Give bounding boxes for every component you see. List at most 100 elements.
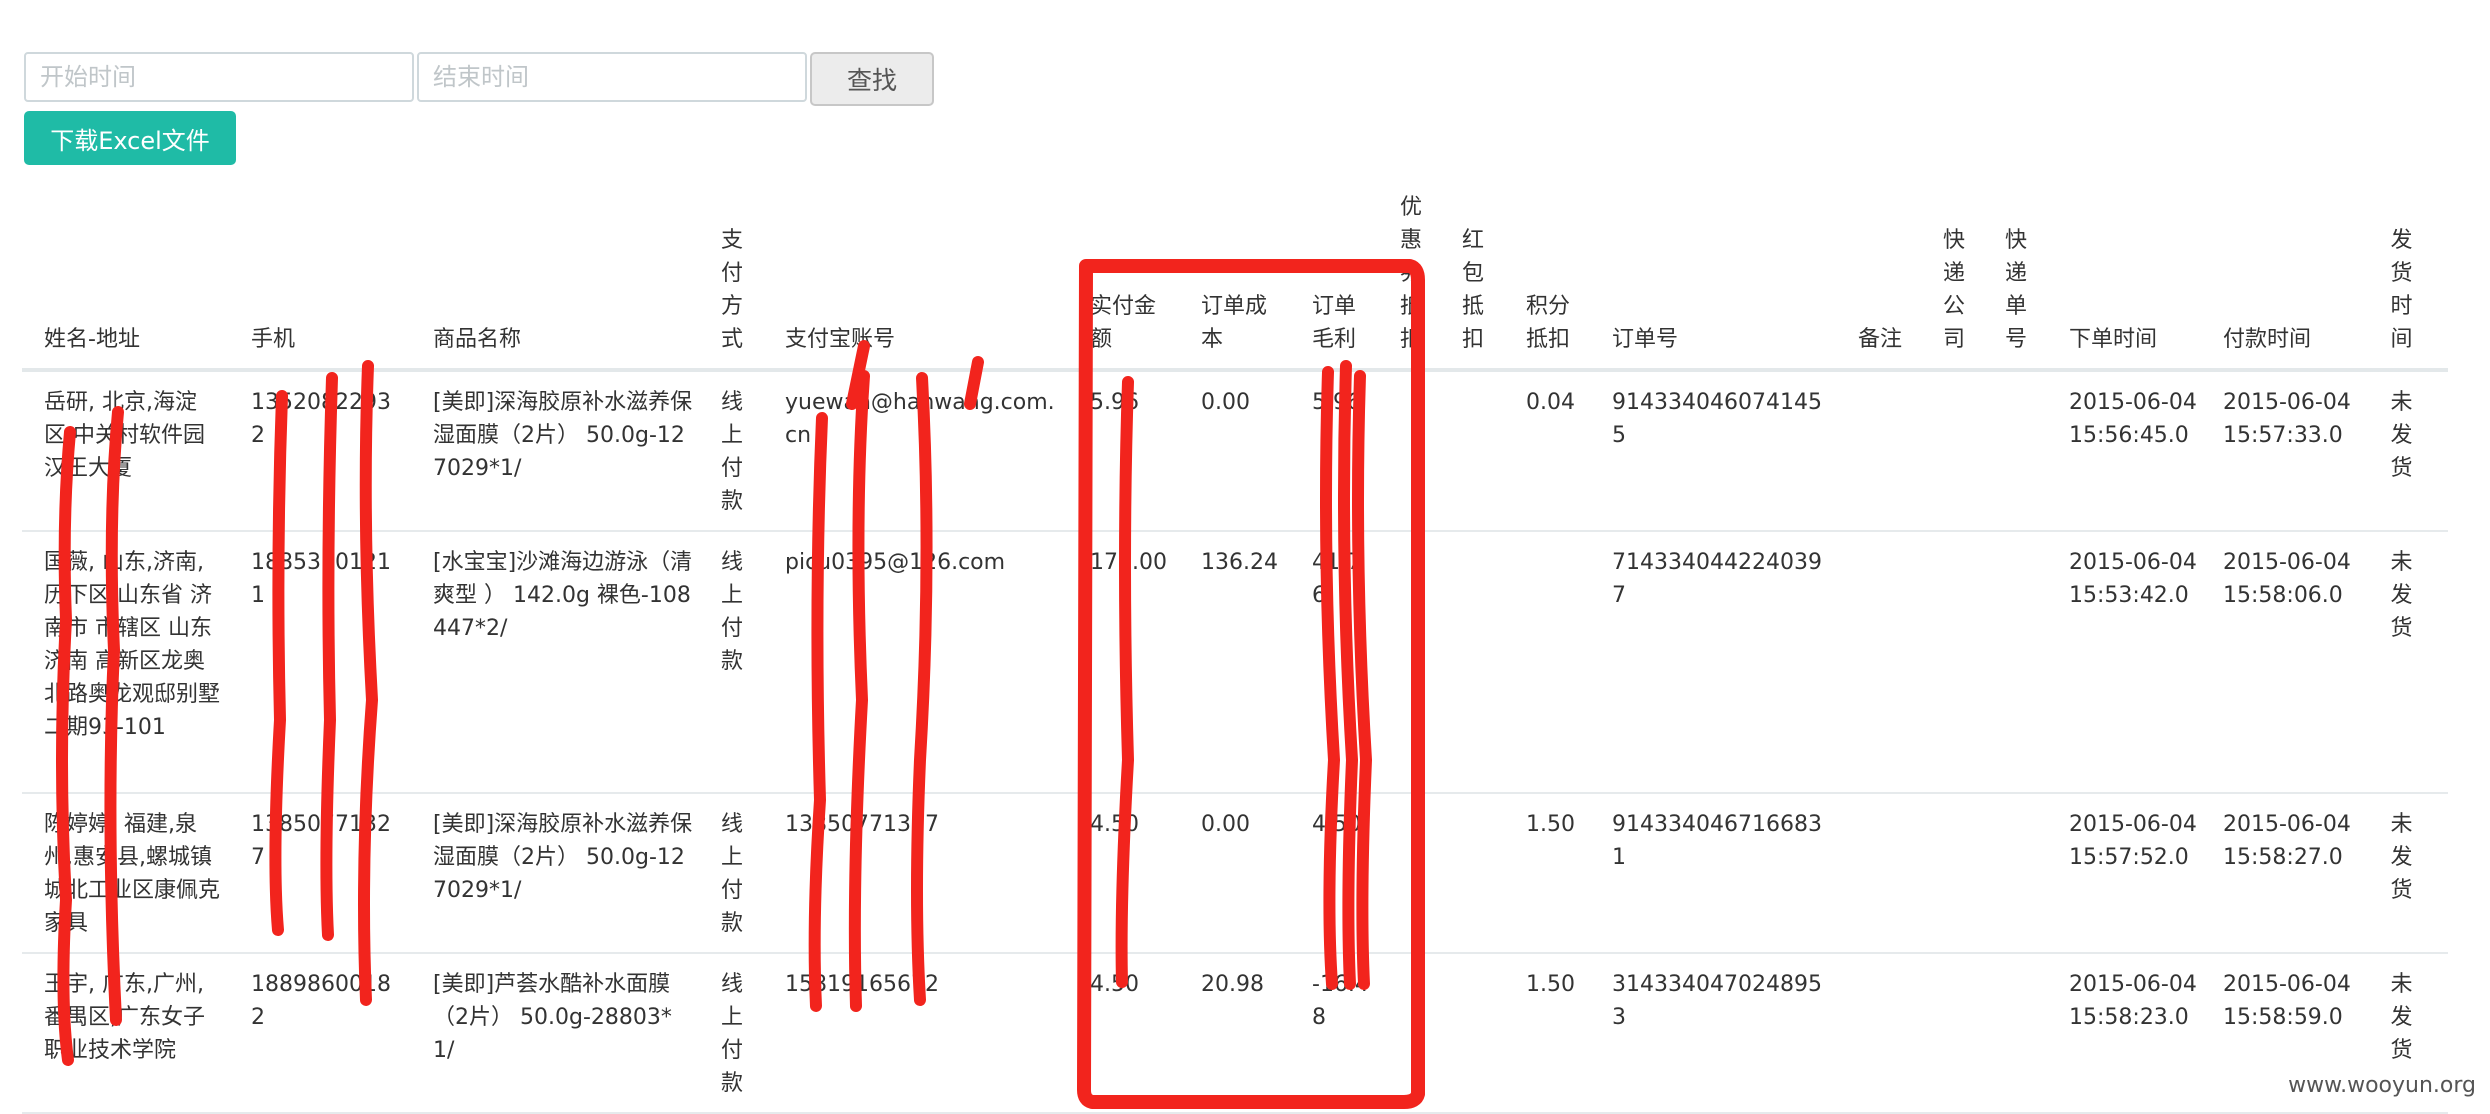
cell-order-number: 9143340467166831 — [1590, 793, 1836, 954]
table-row: 王宇, 广东,广州,番禺区,广东女子职业技术学院 18898600182 [美即]芦… — [22, 953, 2448, 1114]
header-remark: 备注 — [1836, 180, 1923, 372]
cell-payment-time: 2015-06-04 15:58:06.0 — [2201, 531, 2355, 794]
orders-table: 姓名-地址 手机 商品名称 支付方式 支付宝账号 实付金额 订单成本 订单毛利 … — [22, 180, 2448, 1114]
cell-tracking-number — [1985, 531, 2047, 794]
cell-payment-time: 2015-06-04 15:58:27.0 — [2201, 793, 2355, 954]
cell-redpacket-deduction — [1442, 953, 1504, 1114]
cell-name-address: 陈婷婷, 福建,泉州,惠安县,螺城镇城北工业区康佩克家具 — [22, 793, 229, 954]
header-coupon-deduction: 优惠券抵扣 — [1380, 180, 1442, 372]
cell-order-time: 2015-06-04 15:53:42.0 — [2047, 531, 2201, 794]
cell-remark — [1836, 953, 1923, 1114]
cell-redpacket-deduction — [1442, 370, 1504, 532]
cell-shipping-status: 未发货 — [2355, 953, 2448, 1114]
cell-order-profit: -16.48 — [1290, 953, 1380, 1114]
cell-points-deduction — [1504, 531, 1590, 794]
cell-order-profit: 5.96 — [1290, 370, 1380, 532]
cell-coupon-deduction — [1380, 370, 1442, 532]
cell-name-address: 国薇, 山东,济南,历下区,山东省 济南市 市辖区 山东济南 高新区龙奥北路奥龙… — [22, 531, 229, 794]
header-order-cost: 订单成本 — [1179, 180, 1290, 372]
cell-order-number: 9143340460741455 — [1590, 370, 1836, 532]
cell-coupon-deduction — [1380, 531, 1442, 794]
cell-alipay-account: 15819165672 — [763, 953, 1068, 1114]
cell-product-name: [水宝宝]沙滩海边游泳（清爽型 ） 142.0g 裸色-108447*2/ — [411, 531, 701, 794]
cell-order-cost: 0.00 — [1179, 793, 1290, 954]
cell-order-profit: 4.50 — [1290, 793, 1380, 954]
cell-tracking-number — [1985, 370, 2047, 532]
cell-tracking-number — [1985, 793, 2047, 954]
table-row: 岳研, 北京,海淀区,中关村软件园汉王大厦 13520822932 [美即]深海胶原… — [22, 370, 2448, 532]
header-courier-company: 快递公司 — [1923, 180, 1985, 372]
cell-order-cost: 136.24 — [1179, 531, 1290, 794]
cell-order-number: 7143340442240397 — [1590, 531, 1836, 794]
header-tracking-number: 快递单号 — [1985, 180, 2047, 372]
start-time-input[interactable] — [24, 52, 414, 102]
cell-alipay-account: yuewan@hanwang.com.cn — [763, 370, 1068, 532]
cell-paid-amount: 5.96 — [1068, 370, 1179, 532]
cell-product-name: [美即]深海胶原补水滋养保湿面膜（2片） 50.0g-127029*1/ — [411, 793, 701, 954]
cell-order-cost: 0.00 — [1179, 370, 1290, 532]
cell-points-deduction: 1.50 — [1504, 793, 1590, 954]
cell-order-time: 2015-06-04 15:58:23.0 — [2047, 953, 2201, 1114]
cell-coupon-deduction — [1380, 793, 1442, 954]
cell-points-deduction: 1.50 — [1504, 953, 1590, 1114]
header-order-time: 下单时间 — [2047, 180, 2201, 372]
cell-courier-company — [1923, 953, 1985, 1114]
cell-order-time: 2015-06-04 15:56:45.0 — [2047, 370, 2201, 532]
header-alipay-account: 支付宝账号 — [763, 180, 1068, 372]
cell-shipping-status: 未发货 — [2355, 370, 2448, 532]
table-header-row: 姓名-地址 手机 商品名称 支付方式 支付宝账号 实付金额 订单成本 订单毛利 … — [22, 180, 2448, 372]
header-name-address: 姓名-地址 — [22, 180, 229, 372]
cell-redpacket-deduction — [1442, 531, 1504, 794]
cell-tracking-number — [1985, 953, 2047, 1114]
cell-order-cost: 20.98 — [1179, 953, 1290, 1114]
cell-coupon-deduction — [1380, 953, 1442, 1114]
cell-phone: 13850771327 — [229, 793, 411, 954]
cell-payment-method: 线上付款 — [701, 370, 763, 532]
cell-paid-amount: 178.00 — [1068, 531, 1179, 794]
cell-courier-company — [1923, 531, 1985, 794]
cell-phone: 18853101211 — [229, 531, 411, 794]
cell-product-name: [美即]深海胶原补水滋养保湿面膜（2片） 50.0g-127029*1/ — [411, 370, 701, 532]
cell-payment-method: 线上付款 — [701, 531, 763, 794]
cell-remark — [1836, 793, 1923, 954]
cell-shipping-status: 未发货 — [2355, 793, 2448, 954]
cell-payment-method: 线上付款 — [701, 793, 763, 954]
cell-order-time: 2015-06-04 15:57:52.0 — [2047, 793, 2201, 954]
cell-courier-company — [1923, 793, 1985, 954]
cell-courier-company — [1923, 370, 1985, 532]
cell-paid-amount: 4.50 — [1068, 793, 1179, 954]
end-time-input[interactable] — [417, 52, 807, 102]
cell-remark — [1836, 370, 1923, 532]
cell-payment-time: 2015-06-04 15:58:59.0 — [2201, 953, 2355, 1114]
header-order-number: 订单号 — [1590, 180, 1836, 372]
cell-payment-time: 2015-06-04 15:57:33.0 — [2201, 370, 2355, 532]
cell-shipping-status: 未发货 — [2355, 531, 2448, 794]
header-product-name: 商品名称 — [411, 180, 701, 372]
table-row: 国薇, 山东,济南,历下区,山东省 济南市 市辖区 山东济南 高新区龙奥北路奥龙… — [22, 531, 2448, 794]
header-order-profit: 订单毛利 — [1290, 180, 1380, 372]
header-payment-time: 付款时间 — [2201, 180, 2355, 372]
header-points-deduction: 积分抵扣 — [1504, 180, 1590, 372]
header-phone: 手机 — [229, 180, 411, 372]
header-shipping-status: 发货时间 — [2355, 180, 2448, 372]
cell-phone: 18898600182 — [229, 953, 411, 1114]
header-payment-method: 支付方式 — [701, 180, 763, 372]
cell-order-profit: 41.76 — [1290, 531, 1380, 794]
cell-paid-amount: 4.50 — [1068, 953, 1179, 1114]
cell-order-number: 3143340470248953 — [1590, 953, 1836, 1114]
cell-payment-method: 线上付款 — [701, 953, 763, 1114]
cell-phone: 13520822932 — [229, 370, 411, 532]
cell-alipay-account: 13850771327 — [763, 793, 1068, 954]
header-redpacket-deduction: 红包抵扣 — [1442, 180, 1504, 372]
cell-redpacket-deduction — [1442, 793, 1504, 954]
cell-points-deduction: 0.04 — [1504, 370, 1590, 532]
table-row: 陈婷婷, 福建,泉州,惠安县,螺城镇城北工业区康佩克家具 13850771327[… — [22, 793, 2448, 954]
cell-name-address: 王宇, 广东,广州,番禺区,广东女子职业技术学院 — [22, 953, 229, 1114]
header-paid-amount: 实付金额 — [1068, 180, 1179, 372]
cell-alipay-account: picu0395@126.com — [763, 531, 1068, 794]
download-excel-button[interactable]: 下载Excel文件 — [24, 111, 236, 165]
search-button[interactable]: 查找 — [810, 52, 934, 106]
cell-name-address: 岳研, 北京,海淀区,中关村软件园汉王大厦 — [22, 370, 229, 532]
cell-remark — [1836, 531, 1923, 794]
cell-product-name: [美即]芦荟水酷补水面膜（2片） 50.0g-28803*1/ — [411, 953, 701, 1114]
